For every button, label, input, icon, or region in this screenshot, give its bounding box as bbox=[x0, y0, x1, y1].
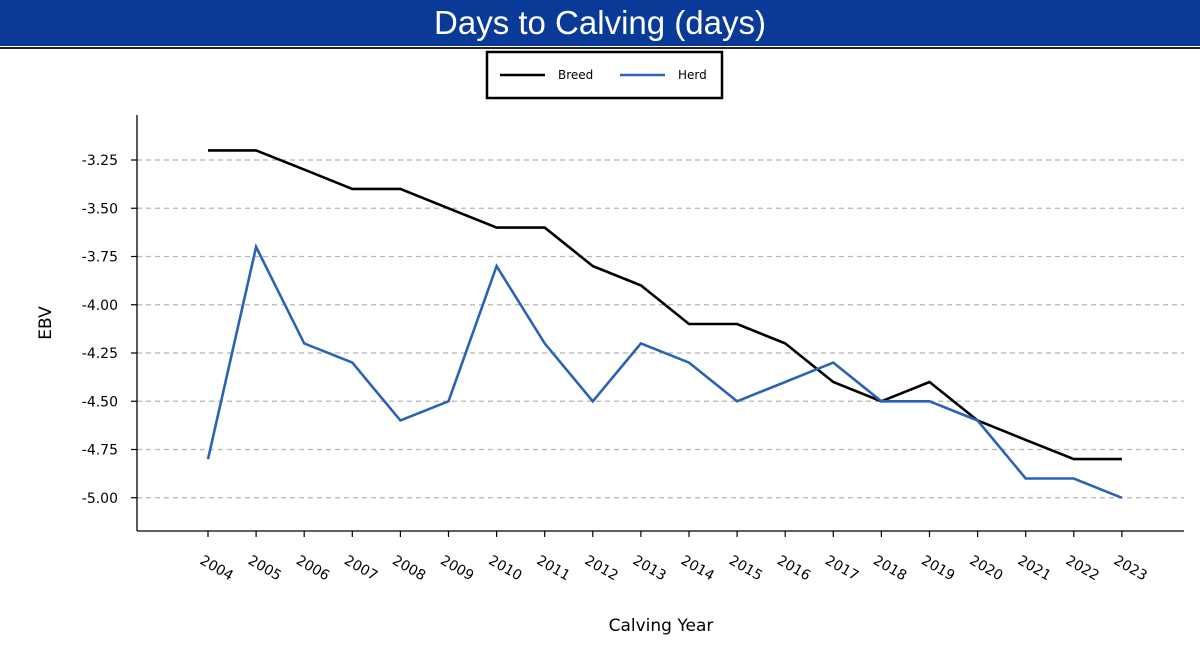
y-tick-label: -3.75 bbox=[82, 250, 118, 266]
x-tick-label: 2015 bbox=[726, 553, 765, 585]
y-tick-label: -4.00 bbox=[82, 298, 118, 314]
chart-title: Days to Calving (days) bbox=[434, 4, 766, 41]
x-ticks: 2004 2005 2006 2007 2008 2009 2010 2011 2012 2013… bbox=[197, 531, 1150, 584]
x-tick-label: 2010 bbox=[486, 553, 525, 585]
y-tick-label: -3.25 bbox=[82, 153, 118, 169]
x-tick-label: 2008 bbox=[389, 553, 428, 585]
y-axis-title: EBV bbox=[36, 306, 56, 340]
x-tick-label: 2021 bbox=[1015, 553, 1054, 585]
y-tick-label: -3.50 bbox=[82, 201, 118, 217]
x-tick-label: 2005 bbox=[245, 553, 284, 585]
chart-title-banner: Days to Calving (days) bbox=[0, 0, 1200, 46]
x-tick-label: 2013 bbox=[630, 553, 669, 585]
legend: Breed Herd bbox=[485, 50, 724, 100]
y-tick-label: -4.25 bbox=[82, 346, 118, 362]
y-tick-label: -4.75 bbox=[82, 443, 118, 459]
x-tick-label: 2017 bbox=[822, 553, 861, 585]
x-tick-label: 2014 bbox=[678, 553, 717, 585]
y-tick-label: -4.50 bbox=[82, 394, 118, 410]
x-tick-label: 2016 bbox=[774, 553, 813, 585]
series-lines bbox=[206, 149, 1123, 500]
gridlines bbox=[137, 159, 1184, 499]
x-tick-label: 2019 bbox=[919, 553, 958, 585]
x-tick-label: 2004 bbox=[197, 553, 236, 585]
series-line-breed bbox=[208, 149, 1122, 461]
x-tick-label: 2018 bbox=[870, 553, 909, 585]
x-tick-label: 2022 bbox=[1063, 553, 1102, 585]
title-divider bbox=[0, 47, 1200, 49]
y-ticks: -3.25 -3.50 -3.75 -4.00 -4.25 -4.50 -4.75 -5.00 bbox=[82, 153, 137, 507]
x-tick-label: 2009 bbox=[438, 553, 477, 585]
legend-label-herd: Herd bbox=[678, 68, 707, 82]
legend-label-breed: Breed bbox=[558, 68, 593, 82]
x-tick-label: 2020 bbox=[967, 553, 1006, 585]
x-tick-label: 2012 bbox=[582, 553, 621, 585]
x-tick-label: 2006 bbox=[293, 553, 332, 585]
y-tick-label: -5.00 bbox=[82, 491, 118, 507]
x-tick-label: 2011 bbox=[534, 553, 573, 585]
x-tick-label: 2023 bbox=[1111, 553, 1150, 585]
series-line-herd bbox=[206, 243, 1123, 500]
x-tick-label: 2007 bbox=[341, 553, 380, 585]
x-axis-title: Calving Year bbox=[609, 616, 714, 636]
axes bbox=[136, 115, 1184, 532]
